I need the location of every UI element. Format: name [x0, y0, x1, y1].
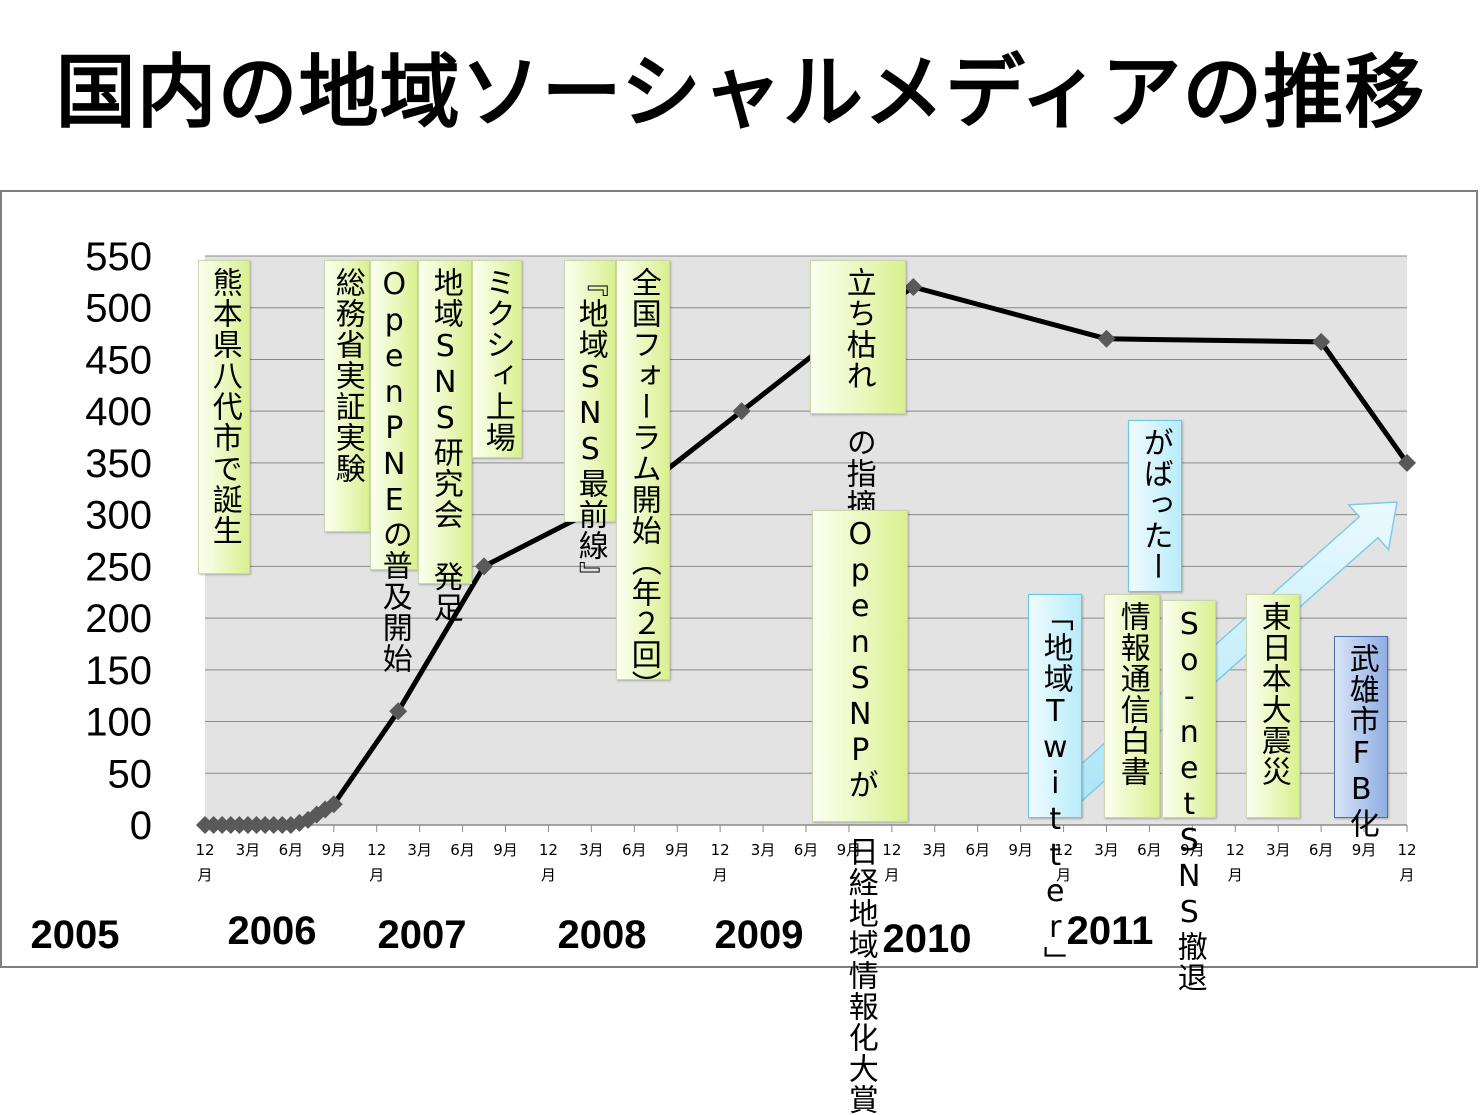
x-tick-label: 9月 [493, 841, 518, 859]
y-tick-label: 400 [85, 390, 152, 434]
y-tick-label: 150 [85, 649, 152, 693]
data-point [324, 795, 343, 814]
x-tick-label: 12 [195, 841, 214, 859]
x-tick-label: 9月 [1352, 841, 1377, 859]
annotation-yatsushiro: 熊本県八代市で誕生 [198, 260, 250, 574]
x-tick-label: 月 [1228, 866, 1243, 884]
x-tick-label: 6月 [450, 841, 475, 859]
y-tick-label: 50 [108, 752, 153, 796]
x-tick-label: 6月 [1309, 841, 1334, 859]
year-label-2011: 2011 [1067, 909, 1154, 953]
x-tick-label: 12 [882, 841, 901, 859]
data-point [1398, 453, 1416, 472]
x-tick-label: 9月 [1180, 841, 1205, 859]
page-title: 国内の地域ソーシャルメディアの推移 [55, 46, 1426, 139]
y-tick-label: 500 [85, 287, 152, 331]
annotation-mixi-listing: ミクシィ上場 [472, 260, 522, 458]
annotation-local-twitter: 「地域Twitter」 [1028, 594, 1082, 977]
x-tick-label: 月 [369, 866, 384, 884]
y-tick-label: 250 [85, 545, 152, 589]
x-tick-label: 月 [197, 866, 212, 884]
x-tick-label: 12 [1054, 841, 1073, 859]
year-label-2007: 2007 [378, 913, 467, 957]
x-tick-label: 3月 [1266, 841, 1291, 859]
annotation-earthquake: 東日本大震災 [1246, 594, 1300, 818]
x-tick-label: 12 [711, 841, 730, 859]
y-tick-label: 200 [85, 597, 152, 641]
x-tick-label: 3月 [579, 841, 604, 859]
annotation-withering: 立ち枯れ の指摘 [810, 260, 906, 520]
year-label-2010: 2010 [883, 917, 972, 961]
year-label-2009: 2009 [715, 913, 804, 957]
annotation-opensnp-award: OpenSNPが 日経地域情報化大賞 [812, 510, 908, 1115]
annotation-white-paper: 情報通信白書 [1104, 594, 1160, 818]
data-point [904, 278, 923, 297]
x-tick-label: 12 [539, 841, 558, 859]
y-tick-label: 550 [85, 235, 152, 279]
annotation-mic-experiment: 総務省実証実験 [324, 260, 370, 532]
y-tick-label: 300 [85, 494, 152, 538]
annotation-openpne: OpenPNEの普及開始 [370, 260, 418, 674]
year-label-2008: 2008 [558, 913, 647, 957]
x-tick-label: 12 [1397, 841, 1416, 859]
annotation-national-forum: 全国フォーラム開始（年２回） [616, 260, 670, 701]
annotation-book: 『地域SNS最前線』 [564, 260, 616, 592]
y-tick-label: 350 [85, 442, 152, 486]
x-tick-label: 6月 [279, 841, 304, 859]
annotation-sns-study-group: 地域SNS研究会 発足 [418, 260, 472, 623]
x-tick-label: 6月 [794, 841, 819, 859]
chart-frame: 0 50 100 150 200 250 300 350 400 450 500 550 12 月 3月 6月… [0, 190, 1478, 1115]
x-tick-label: 3月 [751, 841, 776, 859]
x-tick-label: 3月 [407, 841, 432, 859]
year-label-2006: 2006 [228, 909, 317, 953]
x-tick-label: 月 [1399, 866, 1414, 884]
y-tick-label: 0 [130, 804, 152, 848]
x-tick-label: 3月 [923, 841, 948, 859]
data-point [1097, 329, 1116, 348]
x-tick-label: 9月 [665, 841, 690, 859]
x-tick-label: 9月 [837, 841, 862, 859]
x-tick-label: 3月 [236, 841, 261, 859]
x-tick-label: 12 [1226, 841, 1245, 859]
x-tick-label: 月 [713, 866, 728, 884]
y-tick-label: 100 [85, 701, 152, 745]
x-tick-label: 3月 [1094, 841, 1119, 859]
data-point [1312, 332, 1331, 351]
x-tick-label: 6月 [622, 841, 647, 859]
x-tick-label: 6月 [965, 841, 990, 859]
year-label-2005: 2005 [31, 913, 120, 957]
data-point [732, 402, 751, 421]
y-tick-label: 450 [85, 338, 152, 382]
x-tick-label: 12 [367, 841, 386, 859]
x-tick-label: 月 [1056, 866, 1071, 884]
annotation-takeo-fb: 武雄市FB化 [1334, 636, 1388, 839]
x-tick-label: 9月 [1008, 841, 1033, 859]
data-point [389, 702, 408, 721]
annotation-sonet-withdrawal: So-netSNS撤退 [1162, 600, 1216, 993]
x-tick-label: 月 [541, 866, 556, 884]
x-tick-label: 月 [884, 866, 899, 884]
x-tick-label: 9月 [322, 841, 347, 859]
annotation-gabatter: がばったー [1128, 420, 1182, 592]
x-tick-label: 6月 [1137, 841, 1162, 859]
data-point [475, 557, 494, 576]
